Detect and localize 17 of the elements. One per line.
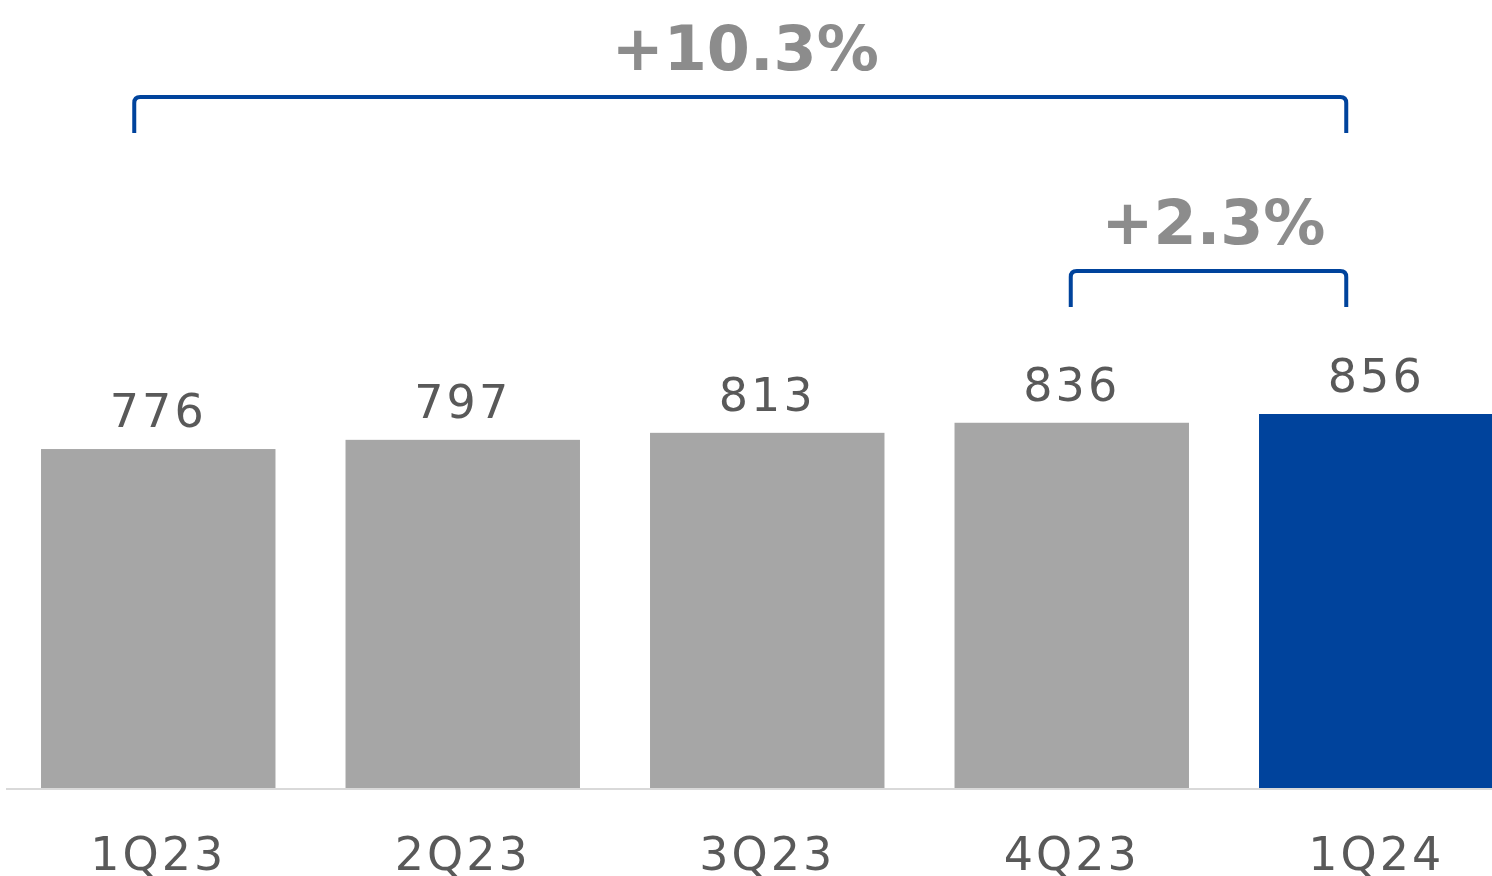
data-label: 813 [718,367,816,422]
bar [345,439,580,789]
text: +2.3% [1101,186,1326,259]
x-tick-label: 2Q23 [394,827,531,876]
data-label: 776 [109,384,207,439]
text: +10.3% [611,12,879,85]
data-label: 856 [1327,349,1425,403]
bar [41,449,276,789]
bar [650,432,885,789]
bar [954,422,1189,789]
x-tick-label: 1Q24 [1308,827,1445,876]
bar [1259,414,1492,789]
data-label: 797 [414,374,512,429]
data-label: 836 [1023,357,1121,412]
x-tick-label: 4Q23 [1003,827,1140,876]
x-tick-label: 3Q23 [699,827,836,876]
x-tick-label: 1Q23 [90,827,227,876]
